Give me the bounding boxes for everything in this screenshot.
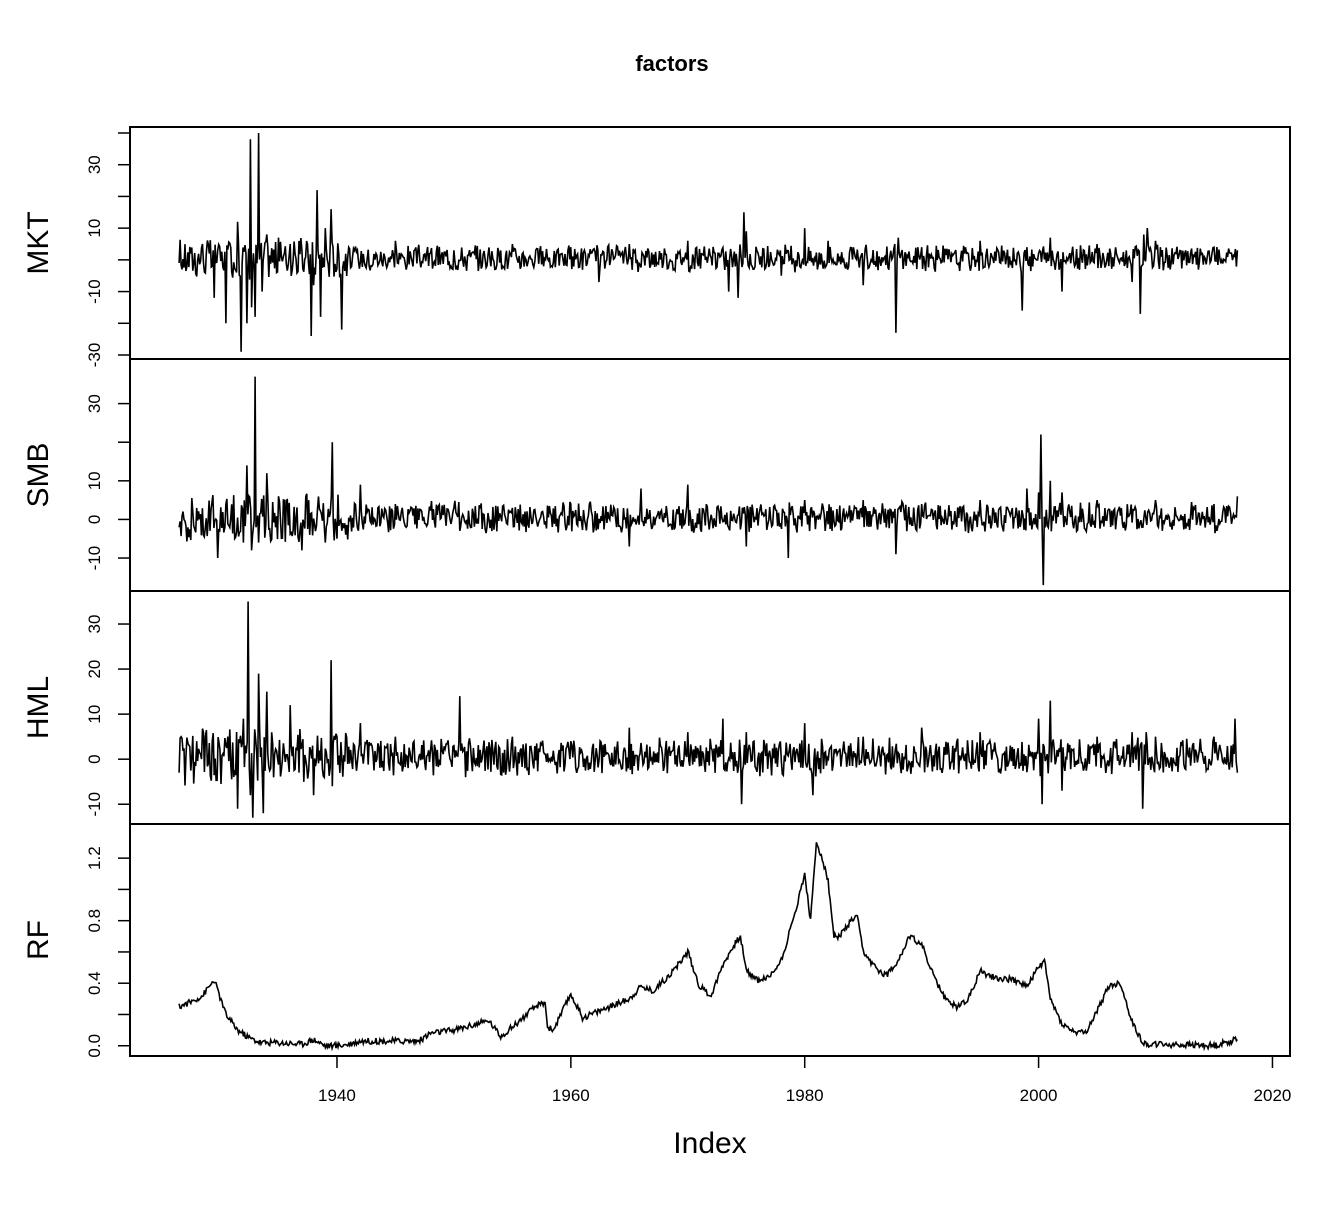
y-tick-label: 20 — [85, 660, 104, 679]
y-tick-label: 0.4 — [85, 971, 104, 995]
series-label-smb: SMB — [22, 442, 55, 507]
x-tick-label: 1980 — [786, 1086, 824, 1105]
panel-rf: 0.0 0.4 0.8 1.2 RF — [22, 823, 1291, 1058]
series-line-rf — [178, 842, 1239, 1052]
x-tick-label: 2000 — [1020, 1086, 1058, 1105]
panel-frame — [129, 358, 1291, 592]
panel-frame — [129, 590, 1291, 825]
x-tick-label: 1940 — [318, 1086, 356, 1105]
y-tick-label: 10 — [85, 705, 104, 724]
panels: -30 -10 10 30 MKT -10 0 10 30 SMB -10 0 10 20 30 HML 0.0… — [22, 126, 1291, 1058]
y-tick-label: 0.8 — [85, 909, 104, 933]
y-tick-label: -30 — [85, 343, 104, 368]
series-label-mkt: MKT — [22, 211, 55, 274]
y-tick-label: -10 — [85, 279, 104, 304]
y-tick-label: 10 — [85, 471, 104, 490]
x-tick-label: 2020 — [1254, 1086, 1292, 1105]
y-tick-label: 1.2 — [85, 846, 104, 870]
y-tick-label: 30 — [85, 615, 104, 634]
y-tick-label: 0 — [85, 754, 104, 763]
panel-frame — [129, 823, 1291, 1057]
chart-title: factors — [635, 51, 708, 76]
panel-smb: -10 0 10 30 SMB — [22, 358, 1291, 592]
y-tick-label: -10 — [85, 792, 104, 817]
y-tick-label: 0 — [85, 515, 104, 524]
x-axis: 1940 1960 1980 2000 2020 — [318, 1055, 1292, 1105]
series-line-smb — [178, 376, 1239, 586]
x-axis-label: Index — [673, 1127, 746, 1160]
series-label-rf: RF — [22, 920, 55, 960]
panel-frame — [129, 126, 1291, 360]
y-tick-label: -10 — [85, 546, 104, 571]
y-tick-label: 30 — [85, 394, 104, 413]
series-label-hml: HML — [22, 676, 55, 739]
x-tick-label: 1960 — [552, 1086, 590, 1105]
panel-mkt: -30 -10 10 30 MKT — [22, 126, 1291, 368]
panel-hml: -10 0 10 20 30 HML — [22, 590, 1291, 825]
series-line-hml — [178, 601, 1239, 818]
y-tick-label: 30 — [85, 155, 104, 174]
series-line-mkt — [178, 132, 1239, 352]
y-tick-label: 0.0 — [85, 1034, 104, 1058]
y-tick-label: 10 — [85, 219, 104, 238]
